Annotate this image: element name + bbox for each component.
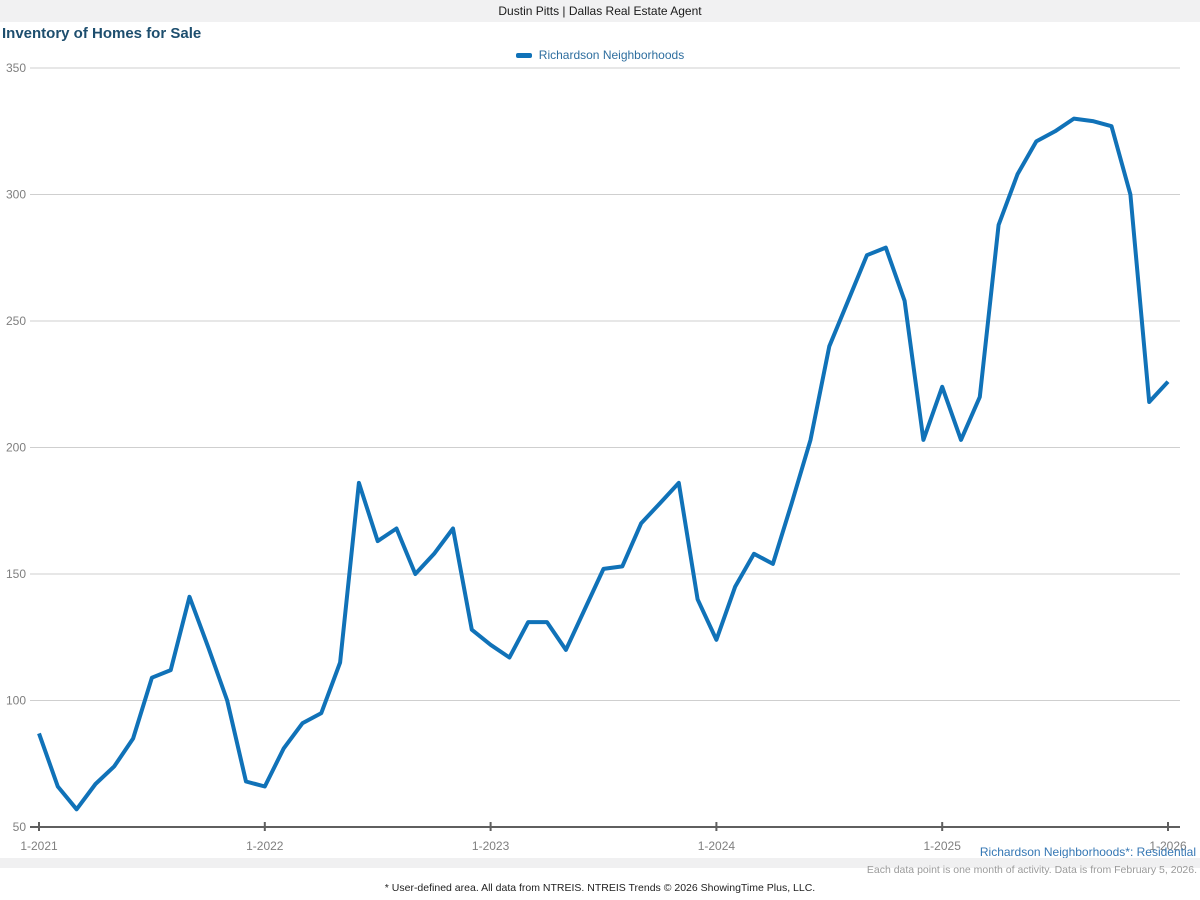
y-tick-label: 250 [6,314,26,328]
y-tick-label: 300 [6,188,26,202]
footnote-data-note: Each data point is one month of activity… [866,864,1197,876]
footnote-series-description: Richardson Neighborhoods*: Residential [979,845,1196,859]
chart-legend: Richardson Neighborhoods [0,47,1200,63]
y-tick-label: 50 [13,820,27,834]
x-tick-label: 1-2026 [1149,839,1187,853]
series-line [37,116,1170,812]
legend-label: Richardson Neighborhoods [538,48,685,62]
chart-plot-area: 50 100 150 200 250 300 350 1-2021 1-2022 1-2023 1-… [6,61,1187,853]
legend-line-swatch [515,52,532,58]
footer-divider-band [0,858,1200,868]
y-tick-label: 350 [6,61,26,75]
y-tick-label: 150 [6,567,26,581]
x-tick-label: 1-2022 [246,839,284,853]
header-bar: Dustin Pitts | Dallas Real Estate Agent [0,0,1200,22]
footer-attribution: * User-defined area. All data from NTREI… [384,882,816,894]
x-tick-label: 1-2025 [924,839,962,853]
y-tick-label: 200 [6,441,26,455]
header-title: Dustin Pitts | Dallas Real Estate Agent [498,4,702,18]
x-tick-label: 1-2024 [698,839,736,853]
x-tick-label: 1-2021 [20,839,58,853]
page-title: Inventory of Homes for Sale [2,25,202,42]
x-tick-label: 1-2023 [472,839,510,853]
y-tick-label: 100 [6,694,26,708]
